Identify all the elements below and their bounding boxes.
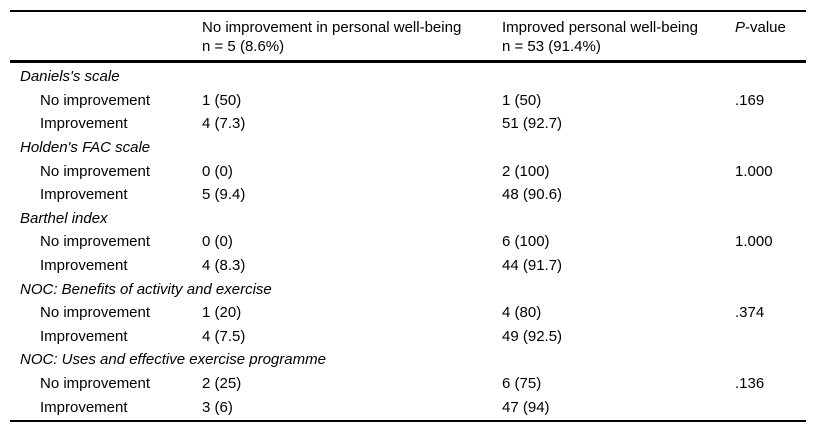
cell-p-value: 1.000 — [735, 233, 773, 251]
table-row: Improvement 4 (7.3) 51 (92.7) — [10, 112, 806, 136]
table-row: No improvement 0 (0) 2 (100) 1.000 — [10, 159, 806, 183]
table-row: No improvement 2 (25) 6 (75) .136 — [10, 372, 806, 396]
header-no-improvement-group: No improvement in personal well-being n … — [202, 18, 502, 56]
section-label: NOC: Benefits of activity and exercise — [20, 280, 272, 298]
column-header-improved: Improved personal well-being — [502, 19, 698, 36]
section-header-row: Holden's FAC scale — [10, 136, 806, 160]
section-label: Barthel index — [20, 209, 108, 227]
results-table: No improvement in personal well-being n … — [10, 10, 806, 422]
section-label: Holden's FAC scale — [20, 139, 151, 157]
table-row: Improvement 5 (9.4) 48 (90.6) — [10, 183, 806, 207]
section-header-row: Daniels's scale — [10, 65, 806, 89]
cell-no-improvement-group: 1 (50) — [202, 91, 242, 109]
cell-improved-group: 2 (100) — [502, 162, 550, 180]
table-body: Daniels's scale No improvement 1 (50) 1 … — [10, 63, 806, 422]
cell-no-improvement-group: 3 (6) — [202, 398, 233, 416]
cell-improved-group: 49 (92.5) — [502, 327, 563, 345]
row-label: Improvement — [40, 327, 128, 345]
column-header-p-value: P-value — [735, 18, 806, 56]
cell-improved-group: 47 (94) — [502, 398, 550, 416]
table-row: Improvement 3 (6) 47 (94) — [10, 395, 806, 419]
cell-no-improvement-group: 4 (8.3) — [202, 257, 246, 275]
row-label: Improvement — [40, 115, 128, 133]
cell-improved-group: 4 (80) — [502, 304, 542, 322]
section-label: NOC: Uses and effective exercise program… — [20, 351, 326, 369]
cell-improved-group: 48 (90.6) — [502, 186, 563, 204]
column-header-no-improvement: No improvement in personal well-being — [202, 19, 462, 36]
cell-no-improvement-group: 5 (9.4) — [202, 186, 246, 204]
cell-no-improvement-group: 0 (0) — [202, 233, 233, 251]
cell-no-improvement-group: 1 (20) — [202, 304, 242, 322]
row-label: No improvement — [40, 375, 151, 393]
row-label: Improvement — [40, 257, 128, 275]
table-row: No improvement 0 (0) 6 (100) 1.000 — [10, 230, 806, 254]
p-value-suffix: -value — [745, 19, 786, 36]
section-label: Daniels's scale — [20, 68, 120, 86]
header-improved-group: Improved personal well-being n = 53 (91.… — [502, 18, 735, 56]
cell-improved-group: 51 (92.7) — [502, 115, 563, 133]
cell-improved-group: 6 (100) — [502, 233, 550, 251]
cell-p-value: .169 — [735, 91, 765, 109]
column-subheader-improved-count: n = 53 (91.4%) — [502, 38, 601, 55]
row-label: Improvement — [40, 398, 128, 416]
cell-improved-group: 6 (75) — [502, 375, 542, 393]
cell-p-value: 1.000 — [735, 162, 773, 180]
table-row: No improvement 1 (50) 1 (50) .169 — [10, 89, 806, 113]
cell-no-improvement-group: 2 (25) — [202, 375, 242, 393]
table-header: No improvement in personal well-being n … — [10, 10, 806, 63]
cell-p-value: .136 — [735, 375, 765, 393]
cell-no-improvement-group: 4 (7.3) — [202, 115, 246, 133]
cell-no-improvement-group: 0 (0) — [202, 162, 233, 180]
section-header-row: Barthel index — [10, 207, 806, 231]
row-label: No improvement — [40, 91, 151, 109]
cell-p-value: .374 — [735, 304, 765, 322]
row-label: No improvement — [40, 304, 151, 322]
table-row: Improvement 4 (7.5) 49 (92.5) — [10, 325, 806, 349]
header-spacer-cell — [10, 18, 202, 56]
section-header-row: NOC: Benefits of activity and exercise — [10, 277, 806, 301]
p-value-italic-p: P — [735, 19, 746, 36]
row-label: No improvement — [40, 233, 151, 251]
table-row: No improvement 1 (20) 4 (80) .374 — [10, 301, 806, 325]
cell-no-improvement-group: 4 (7.5) — [202, 327, 246, 345]
section-header-row: NOC: Uses and effective exercise program… — [10, 348, 806, 372]
row-label: No improvement — [40, 162, 151, 180]
column-subheader-no-improvement-count: n = 5 (8.6%) — [202, 38, 285, 55]
table-row: Improvement 4 (8.3) 44 (91.7) — [10, 254, 806, 278]
cell-improved-group: 44 (91.7) — [502, 257, 563, 275]
cell-improved-group: 1 (50) — [502, 91, 542, 109]
row-label: Improvement — [40, 186, 128, 204]
